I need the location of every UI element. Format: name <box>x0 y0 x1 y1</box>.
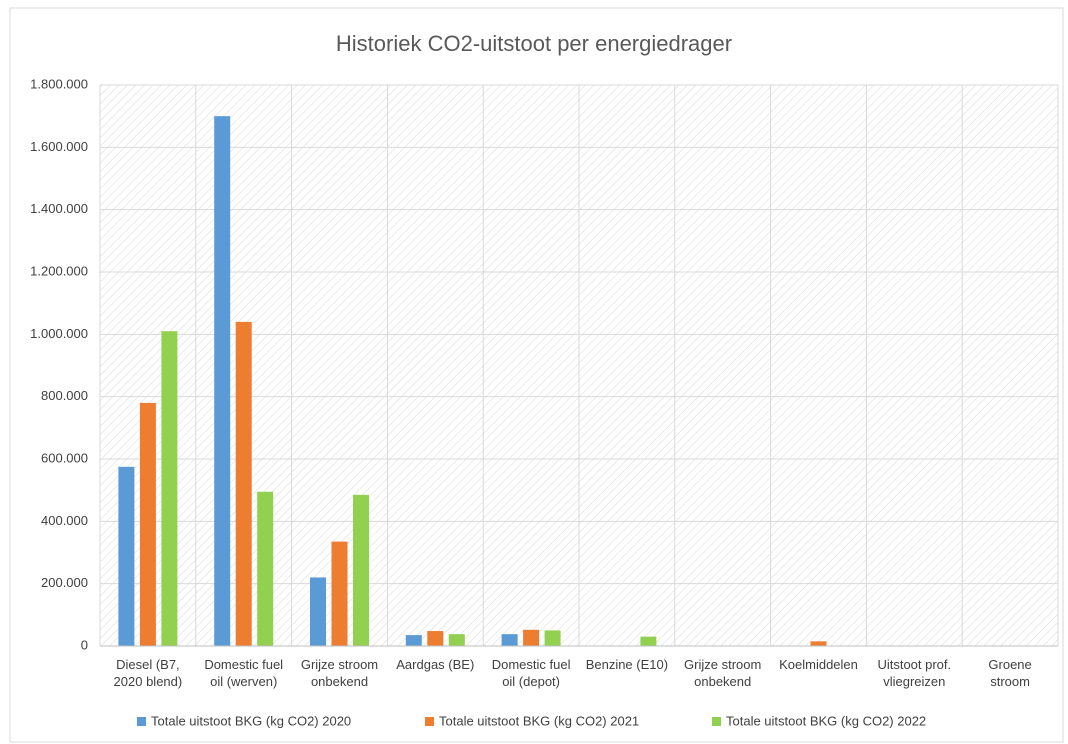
bar <box>544 630 561 646</box>
bar <box>405 635 422 646</box>
legend-label: Totale uitstoot BKG (kg CO2) 2022 <box>726 713 926 728</box>
x-tick-label: Koelmiddelen <box>779 657 858 672</box>
bar <box>523 629 540 646</box>
bar <box>810 641 827 646</box>
bar <box>427 631 444 646</box>
y-tick-label: 600.000 <box>41 450 88 465</box>
legend-label: Totale uitstoot BKG (kg CO2) 2020 <box>151 713 351 728</box>
x-tick-label: Domestic fuel oil (depot) <box>491 657 571 689</box>
chart-title: Historiek CO2-uitstoot per energiedrager <box>336 31 732 56</box>
x-tick-label: Groene stroom <box>988 657 1032 689</box>
legend-swatch <box>425 717 434 726</box>
bar <box>139 402 156 646</box>
x-tick-label: Aardgas (BE) <box>396 657 475 672</box>
bar <box>640 636 657 646</box>
y-tick-label: 1.200.000 <box>30 263 88 278</box>
bar <box>310 577 326 646</box>
bar <box>257 491 274 646</box>
bar <box>353 494 369 646</box>
y-tick-label: 400.000 <box>41 513 88 528</box>
y-tick-label: 800.000 <box>41 388 88 403</box>
x-tick-label: Diesel (B7, 2020 blend) <box>113 657 183 689</box>
y-tick-label: 1.400.000 <box>30 201 88 216</box>
bar <box>448 634 465 646</box>
bar <box>235 321 252 646</box>
bar <box>118 466 135 646</box>
x-tick-label: Domestic fuel oil (werven) <box>204 657 284 689</box>
x-tick-label: Grijze stroom onbekend <box>684 657 762 689</box>
y-tick-label: 1.800.000 <box>30 76 88 91</box>
y-tick-label: 1.000.000 <box>30 326 88 341</box>
bar <box>331 541 348 646</box>
x-tick-label: Grijze stroom onbekend <box>300 657 379 689</box>
bar <box>161 331 178 646</box>
y-tick-label: 0 <box>81 637 88 652</box>
legend-label: Totale uitstoot BKG (kg CO2) 2021 <box>439 713 639 728</box>
x-tick-label: Benzine (E10) <box>585 657 669 672</box>
y-tick-label: 200.000 <box>41 575 88 590</box>
y-tick-label: 1.600.000 <box>30 139 88 154</box>
bar <box>501 634 518 646</box>
legend-swatch <box>137 717 146 726</box>
bar <box>214 116 231 646</box>
x-tick-label: Uitstoot prof. vliegreizen <box>877 657 952 689</box>
legend-swatch <box>712 717 721 726</box>
